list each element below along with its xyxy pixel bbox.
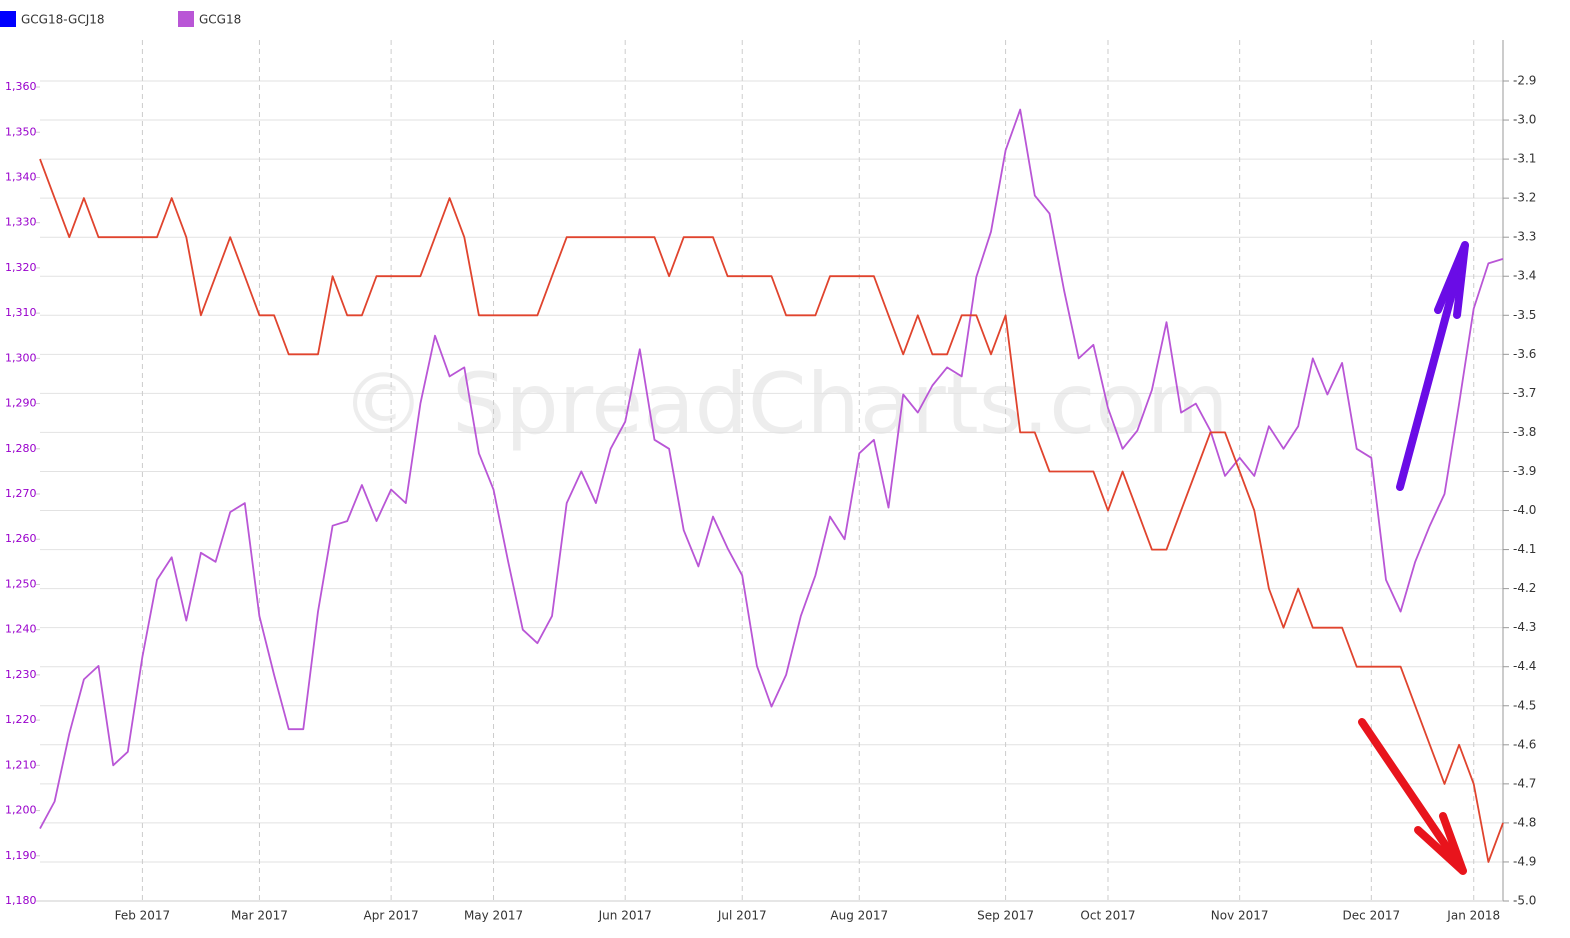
x-tick-label: Feb 2017 — [115, 909, 171, 923]
y2-tick-label: -2.9 — [1513, 74, 1536, 88]
y-tick-label: 1,340 — [5, 170, 37, 183]
x-tick-label: Nov 2017 — [1211, 909, 1269, 923]
y2-tick-label: -4.1 — [1513, 542, 1536, 556]
y-tick-label: 1,330 — [5, 216, 37, 229]
y2-tick-label: -4.9 — [1513, 854, 1536, 868]
x-tick-label: Sep 2017 — [977, 909, 1034, 923]
y-tick-label: 1,240 — [5, 623, 37, 636]
x-tick-label: Oct 2017 — [1080, 909, 1135, 923]
plot: -5.0 -4.9 -4.8 -4.7 -4.6 -4.5 -4.4 -4.3 -4.2 -4.1… — [5, 40, 1536, 923]
y2-tick-label: -5.0 — [1513, 894, 1536, 908]
y-tick-label: 1,310 — [5, 306, 37, 319]
y-tick-label: 1,290 — [5, 397, 37, 410]
annotation-arrow-up — [1396, 241, 1469, 491]
y-tick-label: 1,210 — [5, 758, 37, 771]
y2-tick-label: -3.8 — [1513, 425, 1536, 439]
y2-tick-label: -3.6 — [1513, 347, 1536, 361]
legend-label: GCG18 — [199, 13, 241, 27]
y2-tick-label: -3.9 — [1513, 464, 1536, 478]
y-tick-label: 1,190 — [5, 849, 37, 862]
y2-tick-label: -3.7 — [1513, 386, 1536, 400]
y2-tick-label: -4.0 — [1513, 503, 1536, 517]
x-tick-label: Jul 2017 — [717, 909, 767, 923]
y-tick-label: 1,250 — [5, 577, 37, 590]
y-tick-label: 1,220 — [5, 713, 37, 726]
legend-swatch — [178, 11, 194, 27]
y-tick-label: 1,350 — [5, 125, 37, 138]
x-tick-label: Apr 2017 — [364, 909, 419, 923]
y-tick-label: 1,230 — [5, 668, 37, 681]
y-tick-label: 1,270 — [5, 487, 37, 500]
y-tick-label: 1,200 — [5, 804, 37, 817]
x-tick-label: Aug 2017 — [830, 909, 888, 923]
legend-label: GCG18-GCJ18 — [21, 13, 105, 27]
y-tick-label: 1,280 — [5, 442, 37, 455]
y-tick-label: 1,260 — [5, 532, 37, 545]
y2-tick-label: -4.2 — [1513, 581, 1536, 595]
legend-swatch — [0, 11, 16, 27]
y-tick-label: 1,360 — [5, 80, 37, 93]
y2-tick-label: -4.6 — [1513, 737, 1536, 751]
y2-tick-label: -4.4 — [1513, 659, 1536, 673]
x-tick-label: May 2017 — [464, 909, 523, 923]
y2-tick-label: -3.5 — [1513, 308, 1536, 322]
x-tick-label: Mar 2017 — [231, 909, 288, 923]
y2-tick-label: -3.2 — [1513, 191, 1536, 205]
y2-tick-label: -3.4 — [1513, 269, 1536, 283]
y2-tick-label: -3.3 — [1513, 230, 1536, 244]
watermark: © SpreadCharts.com — [341, 355, 1228, 453]
series-line — [39, 108, 1504, 830]
y2-tick-label: -4.7 — [1513, 776, 1536, 790]
annotation-arrow-down — [1358, 718, 1467, 875]
x-tick-label: Jun 2017 — [598, 909, 652, 923]
x-tick-label: Jan 2018 — [1446, 909, 1500, 923]
y2-tick-label: -4.5 — [1513, 698, 1536, 712]
y2-tick-label: -3.0 — [1513, 113, 1536, 127]
y-tick-label: 1,320 — [5, 261, 37, 274]
y2-tick-label: -4.8 — [1513, 815, 1536, 829]
x-tick-label: Dec 2017 — [1343, 909, 1401, 923]
y-tick-label: 1,300 — [5, 351, 37, 364]
series-line — [39, 158, 1504, 863]
y2-tick-label: -4.3 — [1513, 620, 1536, 634]
y-tick-label: 1,180 — [5, 894, 37, 907]
y2-tick-label: -3.1 — [1513, 152, 1536, 166]
